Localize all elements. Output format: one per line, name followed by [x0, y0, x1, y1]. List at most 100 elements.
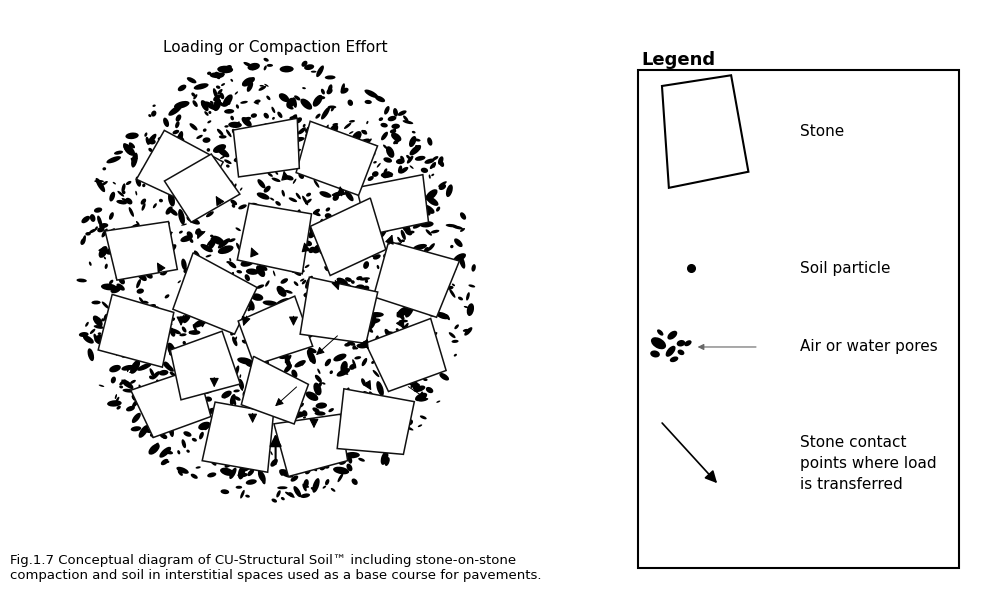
- Ellipse shape: [80, 238, 86, 245]
- Polygon shape: [296, 121, 377, 195]
- Ellipse shape: [141, 167, 146, 171]
- Ellipse shape: [149, 230, 161, 238]
- Ellipse shape: [305, 199, 312, 205]
- Ellipse shape: [230, 328, 236, 336]
- Ellipse shape: [235, 365, 239, 375]
- Ellipse shape: [317, 229, 321, 233]
- Ellipse shape: [353, 392, 357, 396]
- Ellipse shape: [353, 306, 358, 309]
- Ellipse shape: [466, 303, 474, 316]
- Ellipse shape: [270, 315, 277, 320]
- Ellipse shape: [205, 357, 210, 363]
- Ellipse shape: [384, 329, 391, 338]
- Ellipse shape: [408, 189, 416, 194]
- Ellipse shape: [409, 136, 416, 147]
- Ellipse shape: [322, 485, 326, 488]
- Ellipse shape: [298, 172, 304, 179]
- Ellipse shape: [125, 181, 131, 185]
- Ellipse shape: [379, 411, 384, 418]
- Ellipse shape: [101, 283, 117, 290]
- Polygon shape: [300, 277, 377, 344]
- Ellipse shape: [315, 113, 320, 119]
- Ellipse shape: [117, 200, 127, 205]
- Ellipse shape: [177, 467, 189, 474]
- Ellipse shape: [348, 341, 356, 346]
- Ellipse shape: [429, 290, 435, 291]
- Ellipse shape: [337, 278, 348, 285]
- Ellipse shape: [295, 463, 300, 467]
- Ellipse shape: [355, 410, 361, 418]
- Ellipse shape: [142, 184, 145, 187]
- Ellipse shape: [116, 352, 119, 356]
- Ellipse shape: [124, 143, 132, 155]
- Ellipse shape: [380, 123, 387, 128]
- Ellipse shape: [380, 452, 388, 465]
- Ellipse shape: [375, 228, 378, 231]
- Ellipse shape: [412, 195, 419, 200]
- Ellipse shape: [313, 95, 322, 107]
- Ellipse shape: [364, 202, 369, 211]
- Ellipse shape: [124, 270, 128, 277]
- Ellipse shape: [421, 168, 428, 173]
- Ellipse shape: [454, 325, 458, 329]
- Ellipse shape: [387, 116, 396, 121]
- Ellipse shape: [294, 360, 306, 368]
- Ellipse shape: [159, 370, 168, 376]
- Ellipse shape: [405, 275, 408, 278]
- Ellipse shape: [164, 386, 174, 392]
- Ellipse shape: [151, 110, 156, 116]
- Ellipse shape: [94, 325, 104, 329]
- Ellipse shape: [170, 418, 178, 425]
- Ellipse shape: [201, 244, 212, 253]
- Ellipse shape: [275, 382, 283, 386]
- Ellipse shape: [256, 241, 265, 256]
- Ellipse shape: [124, 232, 131, 240]
- Ellipse shape: [371, 233, 381, 247]
- Ellipse shape: [196, 466, 201, 469]
- Ellipse shape: [195, 162, 205, 168]
- Ellipse shape: [365, 208, 371, 214]
- Ellipse shape: [144, 385, 147, 389]
- Ellipse shape: [313, 211, 321, 216]
- Ellipse shape: [297, 129, 302, 134]
- Ellipse shape: [122, 190, 125, 194]
- Ellipse shape: [360, 150, 364, 158]
- Ellipse shape: [222, 415, 233, 418]
- Ellipse shape: [289, 126, 295, 136]
- Ellipse shape: [144, 132, 147, 137]
- Ellipse shape: [677, 340, 686, 346]
- Ellipse shape: [349, 245, 355, 251]
- Ellipse shape: [433, 332, 438, 336]
- Polygon shape: [238, 296, 312, 365]
- Ellipse shape: [151, 432, 157, 438]
- Ellipse shape: [257, 285, 264, 289]
- Ellipse shape: [216, 147, 229, 157]
- Ellipse shape: [384, 457, 389, 466]
- Ellipse shape: [160, 236, 165, 239]
- Ellipse shape: [136, 279, 141, 288]
- Ellipse shape: [230, 116, 234, 120]
- Ellipse shape: [276, 123, 284, 135]
- Ellipse shape: [200, 353, 207, 358]
- Ellipse shape: [458, 255, 465, 269]
- Ellipse shape: [374, 95, 385, 102]
- Ellipse shape: [240, 472, 243, 474]
- Ellipse shape: [397, 442, 403, 450]
- Ellipse shape: [313, 305, 329, 310]
- Ellipse shape: [339, 460, 346, 465]
- Ellipse shape: [235, 227, 241, 231]
- Ellipse shape: [312, 478, 320, 493]
- Ellipse shape: [335, 190, 344, 196]
- Ellipse shape: [290, 267, 301, 276]
- Ellipse shape: [130, 426, 141, 431]
- Ellipse shape: [278, 325, 284, 334]
- Ellipse shape: [341, 87, 349, 94]
- Ellipse shape: [190, 176, 195, 179]
- Ellipse shape: [105, 264, 108, 269]
- Ellipse shape: [235, 486, 242, 489]
- Ellipse shape: [383, 157, 392, 163]
- Ellipse shape: [149, 376, 153, 379]
- Ellipse shape: [212, 88, 217, 98]
- Ellipse shape: [404, 299, 409, 307]
- Ellipse shape: [371, 171, 378, 177]
